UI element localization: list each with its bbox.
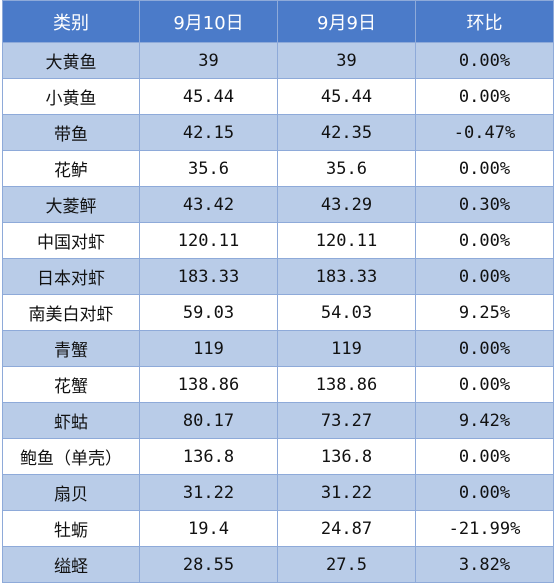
cell-change: 0.00% (415, 150, 554, 187)
cell-category: 南美白对虾 (2, 294, 140, 331)
cell-change: 0.00% (415, 474, 554, 511)
cell-category: 扇贝 (2, 474, 140, 511)
table-row: 大菱鲆 43.42 43.29 0.30% (2, 186, 554, 223)
header-sep-10: 9月10日 (139, 0, 278, 43)
cell-sep-9: 73.27 (277, 402, 416, 439)
cell-change: 9.42% (415, 402, 554, 439)
header-sep-9: 9月9日 (277, 0, 416, 43)
table-row: 缢蛏 28.55 27.5 3.82% (2, 546, 554, 583)
cell-sep-10: 119 (139, 330, 278, 367)
table-row: 中国对虾 120.11 120.11 0.00% (2, 222, 554, 259)
cell-sep-10: 42.15 (139, 114, 278, 151)
cell-change: 0.00% (415, 258, 554, 295)
cell-category: 花鲈 (2, 150, 140, 187)
table-body: 大黄鱼 39 39 0.00% 小黄鱼 45.44 45.44 0.00% 带鱼… (2, 42, 554, 583)
table-row: 大黄鱼 39 39 0.00% (2, 42, 554, 79)
table-row: 带鱼 42.15 42.35 -0.47% (2, 114, 554, 151)
cell-sep-9: 119 (277, 330, 416, 367)
cell-sep-10: 138.86 (139, 366, 278, 403)
cell-category: 大黄鱼 (2, 42, 140, 79)
cell-change: -21.99% (415, 510, 554, 547)
table-row: 日本对虾 183.33 183.33 0.00% (2, 258, 554, 295)
cell-sep-10: 19.4 (139, 510, 278, 547)
cell-sep-10: 183.33 (139, 258, 278, 295)
cell-sep-9: 120.11 (277, 222, 416, 259)
table-row: 南美白对虾 59.03 54.03 9.25% (2, 294, 554, 331)
cell-change: 0.00% (415, 330, 554, 367)
table-row: 鲍鱼（单壳） 136.8 136.8 0.00% (2, 438, 554, 475)
table-row: 青蟹 119 119 0.00% (2, 330, 554, 367)
cell-change: 3.82% (415, 546, 554, 583)
cell-change: 0.00% (415, 222, 554, 259)
cell-sep-9: 54.03 (277, 294, 416, 331)
cell-sep-10: 136.8 (139, 438, 278, 475)
cell-sep-9: 45.44 (277, 78, 416, 115)
cell-change: -0.47% (415, 114, 554, 151)
table-row: 牡蛎 19.4 24.87 -21.99% (2, 510, 554, 547)
cell-sep-9: 138.86 (277, 366, 416, 403)
cell-category: 鲍鱼（单壳） (2, 438, 140, 475)
cell-sep-10: 35.6 (139, 150, 278, 187)
table-row: 扇贝 31.22 31.22 0.00% (2, 474, 554, 511)
cell-category: 缢蛏 (2, 546, 140, 583)
cell-sep-10: 120.11 (139, 222, 278, 259)
cell-sep-10: 45.44 (139, 78, 278, 115)
cell-sep-9: 27.5 (277, 546, 416, 583)
table-row: 花蟹 138.86 138.86 0.00% (2, 366, 554, 403)
cell-sep-10: 31.22 (139, 474, 278, 511)
cell-category: 大菱鲆 (2, 186, 140, 223)
cell-category: 虾蛄 (2, 402, 140, 439)
cell-sep-9: 24.87 (277, 510, 416, 547)
header-change: 环比 (415, 0, 554, 43)
cell-category: 花蟹 (2, 366, 140, 403)
cell-sep-9: 43.29 (277, 186, 416, 223)
cell-change: 0.00% (415, 42, 554, 79)
cell-category: 牡蛎 (2, 510, 140, 547)
header-row: 类别 9月10日 9月9日 环比 (2, 0, 554, 43)
table-row: 花鲈 35.6 35.6 0.00% (2, 150, 554, 187)
cell-sep-10: 39 (139, 42, 278, 79)
cell-category: 日本对虾 (2, 258, 140, 295)
cell-category: 青蟹 (2, 330, 140, 367)
cell-category: 带鱼 (2, 114, 140, 151)
cell-sep-10: 28.55 (139, 546, 278, 583)
cell-sep-10: 59.03 (139, 294, 278, 331)
cell-sep-9: 39 (277, 42, 416, 79)
header-category: 类别 (2, 0, 140, 43)
cell-sep-9: 35.6 (277, 150, 416, 187)
cell-category: 中国对虾 (2, 222, 140, 259)
cell-category: 小黄鱼 (2, 78, 140, 115)
cell-change: 0.00% (415, 438, 554, 475)
table-row: 小黄鱼 45.44 45.44 0.00% (2, 78, 554, 115)
cell-change: 0.00% (415, 78, 554, 115)
cell-change: 9.25% (415, 294, 554, 331)
cell-change: 0.30% (415, 186, 554, 223)
cell-sep-10: 43.42 (139, 186, 278, 223)
cell-sep-9: 136.8 (277, 438, 416, 475)
cell-sep-9: 42.35 (277, 114, 416, 151)
cell-sep-9: 31.22 (277, 474, 416, 511)
table-row: 虾蛄 80.17 73.27 9.42% (2, 402, 554, 439)
cell-change: 0.00% (415, 366, 554, 403)
table-header: 类别 9月10日 9月9日 环比 (2, 0, 554, 43)
cell-sep-9: 183.33 (277, 258, 416, 295)
cell-sep-10: 80.17 (139, 402, 278, 439)
